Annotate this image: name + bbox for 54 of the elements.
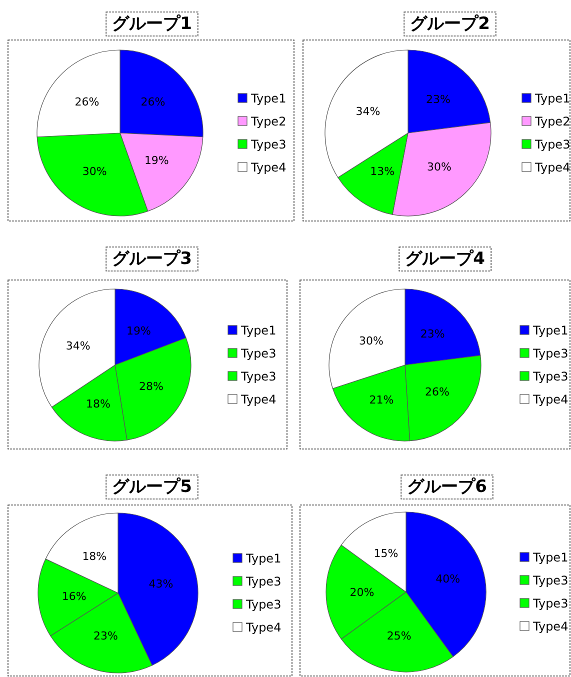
data-label: 16% [62,590,86,603]
data-label: 18% [82,550,107,563]
data-label: 19% [126,324,151,338]
data-label: 13% [370,164,395,178]
legend-label: Type3 [534,138,570,152]
data-label: 23% [94,629,118,642]
data-label: 34% [356,105,380,118]
legend-label: Type3 [240,370,276,384]
data-label: 26% [424,386,450,399]
legend-label: Type4 [245,620,282,634]
data-label: 30% [427,160,452,174]
legend-label: Type4 [250,160,286,174]
legend-label: Type1 [245,552,282,566]
data-label: 15% [374,546,398,560]
data-label: 21% [369,394,394,407]
legend-label: Type1 [532,550,568,564]
legend-label: Type1 [240,324,276,338]
legend-label: Type3 [532,596,568,610]
legend-label: Type4 [534,160,570,174]
data-label: 23% [426,92,450,106]
legend-label: Type4 [532,392,568,406]
legend-label: Type3 [245,598,282,612]
data-label: 28% [138,380,164,393]
data-label: 30% [358,334,384,348]
legend-label: Type4 [532,620,568,634]
legend-label: Type2 [534,114,570,128]
legend-label: Type2 [250,114,286,128]
legend-label: Type3 [532,370,568,384]
data-label: 40% [436,572,460,586]
legend-label: Type1 [250,92,286,106]
chart-title: グループ5 [112,477,192,497]
data-label: 43% [148,577,174,590]
chart-title: グループ2 [410,14,490,34]
legend-label: Type4 [240,392,276,406]
chart-title: グループ4 [405,249,486,269]
legend-label: Type1 [532,324,568,338]
data-label: 18% [86,397,110,410]
data-label: 23% [420,328,445,341]
data-label: 19% [144,154,169,168]
data-label: 26% [74,95,100,108]
legend-label: Type3 [240,346,276,360]
chart-title: グループ1 [112,14,192,34]
chart-title: グループ3 [112,249,192,269]
data-label: 34% [66,339,90,352]
data-label: 26% [140,95,166,108]
data-label: 30% [82,164,107,178]
chart-title: グループ6 [407,477,487,497]
legend-label: Type3 [245,574,282,588]
data-label: 20% [350,586,374,599]
legend-label: Type3 [532,574,568,588]
legend-label: Type3 [250,138,286,152]
legend-label: Type3 [532,346,568,360]
legend-label: Type1 [534,92,570,106]
data-label: 25% [386,629,412,642]
